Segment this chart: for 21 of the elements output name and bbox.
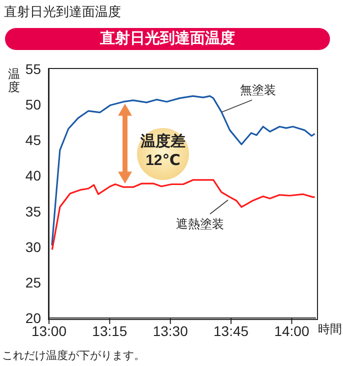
y-tick-label: 30 — [25, 238, 42, 255]
y-tick-label: 45 — [25, 132, 42, 148]
line-series — [51, 179, 316, 251]
chart-subtitle: 直射日光到達面温度 — [5, 28, 330, 50]
x-axis-title: 時間 — [318, 322, 342, 336]
x-tick-label: 13:15 — [92, 322, 128, 339]
y-tick-label: 55 — [25, 60, 42, 77]
series-label: 無塗装 — [240, 83, 276, 97]
y-tick-label: 50 — [25, 96, 42, 113]
text: これだけ温度が下がります。 — [2, 349, 145, 362]
y-tick-label: 40 — [25, 168, 42, 184]
series-label: 遮熱塗装 — [176, 217, 224, 231]
x-tick-label: 13:45 — [214, 322, 249, 339]
chart-title: 直射日光到達面温度 — [4, 3, 121, 21]
annotation: 温度差 12℃ — [140, 132, 186, 169]
y-tick-label: 25 — [25, 274, 42, 290]
y-tick-label: 35 — [25, 203, 42, 220]
x-tick-label: 14:00 — [274, 322, 310, 339]
x-tick-label: 13:30 — [152, 322, 188, 339]
line-series — [51, 95, 316, 246]
y-axis-title: 温度 — [8, 67, 20, 94]
